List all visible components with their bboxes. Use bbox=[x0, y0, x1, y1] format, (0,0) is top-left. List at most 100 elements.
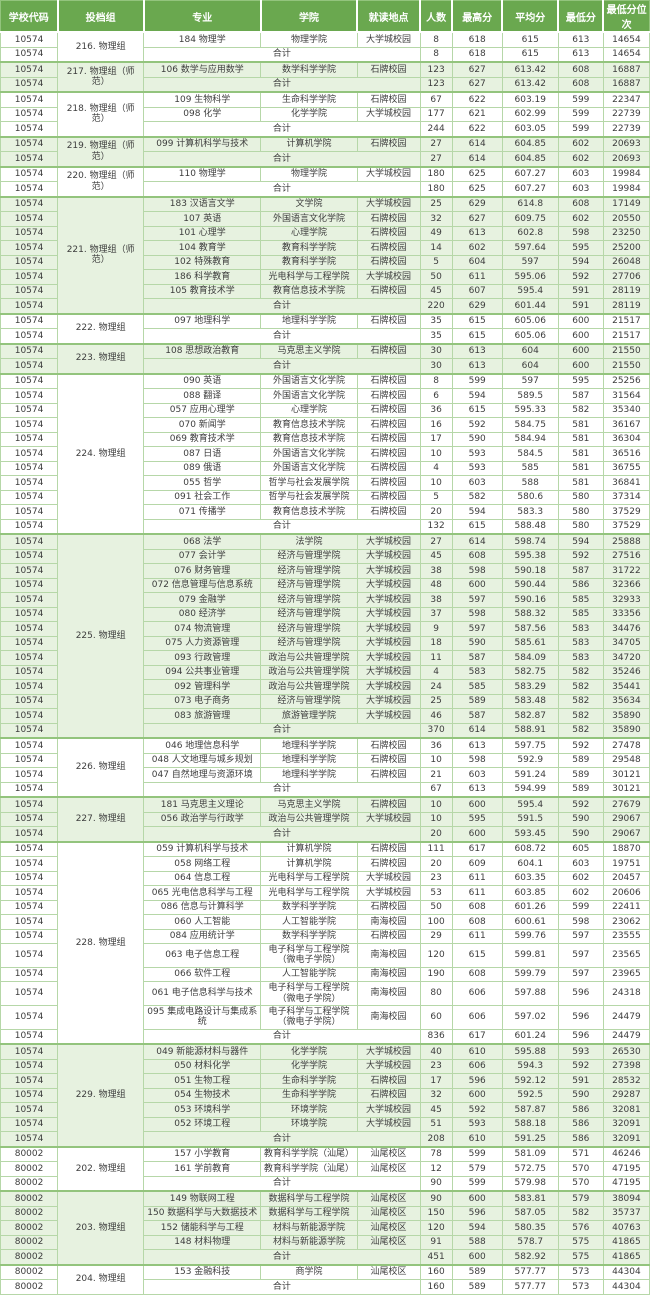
min-score-rank-cell: 21550 bbox=[602, 342, 650, 359]
avg-score-cell: 588.91 bbox=[501, 722, 559, 739]
min-score-rank-cell: 29548 bbox=[602, 752, 650, 768]
table-row: 10574 216. 物理组 184 物理学 物理学院 大学城校园 8 618 615 613 1… bbox=[0, 31, 650, 63]
major-cell: 152 储能科学与工程 bbox=[143, 1220, 262, 1236]
min-score-rank-cell: 47195 bbox=[602, 1161, 650, 1177]
max-score-cell: 599 bbox=[451, 1175, 503, 1192]
min-score-cell: 597 bbox=[557, 943, 604, 968]
location-cell: 大学城校园 bbox=[356, 563, 421, 579]
table-row: 10574 105 教育技术学 教育信息技术学院 石牌校园 45 607 595.4 591 2… bbox=[0, 283, 650, 299]
major-cell: 094 公共事业管理 bbox=[143, 664, 262, 680]
table-row: 10574 102 特殊教育 教育科学学院 石牌校园 5 604 597 594 26048 bbox=[0, 254, 650, 270]
max-score-cell: 613 bbox=[451, 342, 503, 359]
min-score-cell: 582 bbox=[557, 708, 604, 724]
min-score-rank-cell: 26048 bbox=[602, 254, 650, 270]
major-cell: 073 电子商务 bbox=[143, 693, 262, 709]
location-cell: 南海校园 bbox=[356, 943, 421, 968]
school-code-cell: 10574 bbox=[0, 899, 59, 915]
avg-score-cell: 581.09 bbox=[501, 1145, 559, 1163]
max-score-cell: 606 bbox=[451, 981, 503, 1006]
min-score-cell: 581 bbox=[557, 446, 604, 462]
min-score-rank-cell: 20693 bbox=[602, 151, 650, 167]
count-cell: 30 bbox=[419, 358, 453, 374]
avg-score-cell: 592.5 bbox=[501, 1087, 559, 1104]
count-cell: 35 bbox=[419, 328, 453, 344]
max-score-cell: 615 bbox=[451, 402, 503, 418]
max-score-cell: 608 bbox=[451, 899, 503, 915]
max-score-cell: 592 bbox=[451, 1102, 503, 1118]
school-code-cell: 10574 bbox=[0, 635, 59, 651]
location-cell: 石牌校园 bbox=[356, 446, 421, 462]
table-row: 10574 055 哲学 哲学与社会发展学院 石牌校园 10 603 588 581 36841 bbox=[0, 475, 650, 491]
avg-score-cell: 591.25 bbox=[501, 1131, 559, 1148]
location-cell: 石牌校园 bbox=[356, 752, 421, 768]
location-cell: 汕尾校区 bbox=[356, 1205, 421, 1222]
table-row: 10574 056 政治学与行政学 政治与公共管理学院 大学城校园 10 595 591.5… bbox=[0, 811, 650, 827]
school-code-cell: 10574 bbox=[0, 650, 59, 666]
college-cell: 马克思主义学院 bbox=[260, 796, 358, 813]
min-score-rank-cell: 23062 bbox=[602, 914, 650, 930]
avg-score-cell: 579.98 bbox=[501, 1175, 559, 1192]
table-row: 10574 092 管理科学 政治与公共管理学院 大学城校园 24 585 583.29 58… bbox=[0, 679, 650, 695]
count-cell: 23 bbox=[419, 1058, 453, 1075]
max-score-cell: 607 bbox=[451, 283, 503, 299]
school-code-cell: 80002 bbox=[0, 1205, 59, 1222]
location-cell: 大学城校园 bbox=[356, 664, 421, 680]
school-code-cell: 10574 bbox=[0, 1043, 59, 1060]
table-row: 10574 186 科学教育 光电科学与工程学院 大学城校园 50 611 595.06 59… bbox=[0, 269, 650, 285]
min-score-rank-cell: 47195 bbox=[602, 1175, 650, 1192]
min-score-rank-cell: 17149 bbox=[602, 195, 650, 212]
location-cell: 大学城校园 bbox=[356, 533, 421, 550]
total-label-cell: 合计 bbox=[143, 181, 421, 197]
location-cell: 石牌校园 bbox=[356, 796, 421, 813]
max-score-cell: 615 bbox=[451, 518, 503, 535]
min-score-cell: 582 bbox=[557, 722, 604, 739]
column-header-major: 专业 bbox=[142, 0, 262, 33]
count-cell: 100 bbox=[419, 914, 453, 930]
college-cell: 教育科学学院 bbox=[260, 254, 358, 270]
school-code-cell: 10574 bbox=[0, 548, 59, 564]
count-cell: 220 bbox=[419, 298, 453, 314]
min-score-rank-cell: 46246 bbox=[602, 1145, 650, 1163]
count-cell: 45 bbox=[419, 1102, 453, 1118]
college-cell: 生命科学学院 bbox=[260, 1087, 358, 1104]
total-label-cell: 合计 bbox=[143, 722, 421, 739]
avg-score-cell: 584.09 bbox=[501, 650, 559, 666]
avg-score-cell: 599.81 bbox=[501, 943, 559, 968]
avg-score-cell: 580.6 bbox=[501, 489, 559, 505]
avg-score-cell: 572.75 bbox=[501, 1161, 559, 1177]
college-cell: 旅游管理学院 bbox=[260, 708, 358, 724]
min-score-cell: 599 bbox=[557, 899, 604, 915]
count-cell: 451 bbox=[419, 1249, 453, 1266]
school-code-cell: 10574 bbox=[0, 298, 59, 314]
count-cell: 67 bbox=[419, 91, 453, 108]
min-score-cell: 581 bbox=[557, 475, 604, 491]
min-score-cell: 600 bbox=[557, 358, 604, 374]
max-score-cell: 600 bbox=[451, 796, 503, 813]
avg-score-cell: 595.88 bbox=[501, 1043, 559, 1060]
group-cell: 225. 物理组 bbox=[57, 533, 145, 739]
major-cell: 076 财务管理 bbox=[143, 563, 262, 579]
min-score-rank-cell: 21550 bbox=[602, 358, 650, 374]
count-cell: 80 bbox=[419, 981, 453, 1006]
max-score-cell: 618 bbox=[451, 31, 503, 48]
min-score-rank-cell: 36167 bbox=[602, 417, 650, 433]
location-cell: 石牌校园 bbox=[356, 899, 421, 915]
school-code-cell: 10574 bbox=[0, 31, 59, 48]
location-cell: 大学城校园 bbox=[356, 548, 421, 564]
avg-score-cell: 603.05 bbox=[501, 121, 559, 137]
college-cell: 教育信息技术学院 bbox=[260, 417, 358, 433]
count-cell: 8 bbox=[419, 46, 453, 63]
max-score-cell: 598 bbox=[451, 563, 503, 579]
total-label-cell: 合计 bbox=[143, 1028, 421, 1045]
major-cell: 061 电子信息科学与技术 bbox=[143, 981, 262, 1006]
max-score-cell: 579 bbox=[451, 1161, 503, 1177]
group-cell: 222. 物理组 bbox=[57, 312, 145, 344]
avg-score-cell: 592.9 bbox=[501, 752, 559, 768]
college-cell: 电子科学与工程学院 （微电子学院） bbox=[260, 1004, 358, 1030]
max-score-cell: 594 bbox=[451, 504, 503, 520]
avg-score-cell: 583.3 bbox=[501, 504, 559, 520]
min-score-cell: 613 bbox=[557, 31, 604, 48]
count-cell: 37 bbox=[419, 606, 453, 622]
min-score-cell: 587 bbox=[557, 388, 604, 404]
location-cell: 石牌校园 bbox=[356, 1073, 421, 1089]
